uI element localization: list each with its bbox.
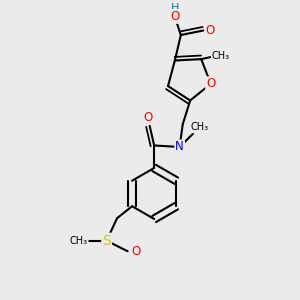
Text: CH₃: CH₃ [70,236,88,246]
Text: O: O [131,245,141,258]
Text: H: H [171,3,179,13]
Text: O: O [206,77,215,90]
Text: O: O [205,24,214,37]
Text: S: S [102,234,111,248]
Text: N: N [175,140,184,154]
Text: CH₃: CH₃ [190,122,208,133]
Text: O: O [170,10,179,23]
Text: O: O [144,111,153,124]
Text: CH₃: CH₃ [212,51,230,61]
